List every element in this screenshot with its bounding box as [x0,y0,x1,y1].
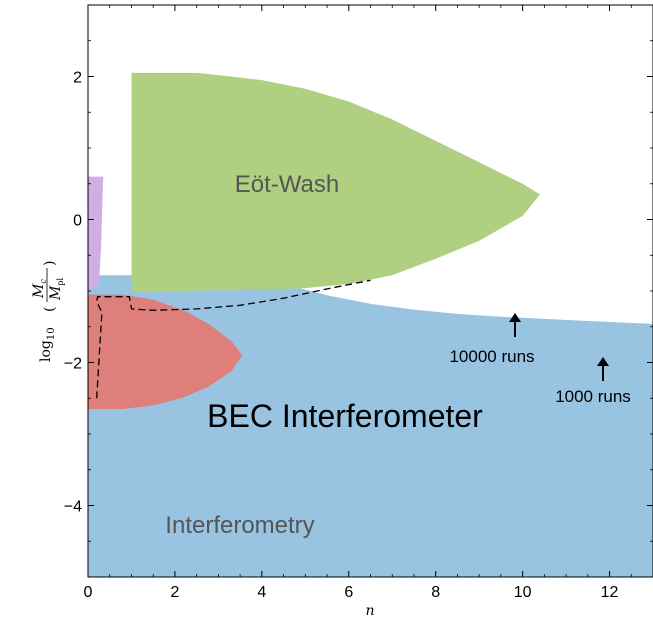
x-tick-label: 8 [431,584,440,601]
y-tick-label: 2 [73,70,82,87]
svg-text:): ) [42,261,58,266]
runs-10000-label: 10000 runs [449,347,534,366]
annotation-1000-runs: 1000 runs [555,357,631,406]
y-tick-label: 0 [73,213,82,230]
x-tick-label: 12 [601,584,619,601]
annotation-10000-runs: 10000 runs [449,313,535,366]
svg-text:(: ( [42,307,58,312]
dashed-constraint-curve [96,279,371,399]
region-e-t-wash [131,72,540,292]
arrow-1000-icon [597,357,609,366]
svg-text:log10: log10 [38,327,57,362]
y-tick-label: −4 [64,499,82,516]
x-axis-label: n [365,603,374,619]
arrow-10000-icon [509,313,521,322]
x-tick-label: 2 [170,584,179,601]
x-tick-label: 6 [344,584,353,601]
y-axis-label: log10 ( Mc Mpl ) [31,261,65,362]
runs-1000-label: 1000 runs [555,387,631,406]
region-unlabeled-4 [88,176,104,291]
x-tick-label: 0 [84,584,93,601]
eot-wash-label: Eöt-Wash [235,171,339,198]
interferometry-label: Interferometry [165,512,314,539]
ticks-group: 0 2 4 6 8 10 12 −4 −2 0 2 [64,4,653,601]
y-tick-label: −2 [64,356,82,373]
bec-interferometer-label: BEC Interferometer [207,398,483,434]
x-tick-label: 10 [514,584,532,601]
region-unlabeled-5 [88,294,243,409]
svg-text:Mc: Mc [31,279,48,299]
x-tick-label: 4 [257,584,266,601]
regions-group [88,72,653,577]
svg-text:Mpl: Mpl [48,278,65,301]
